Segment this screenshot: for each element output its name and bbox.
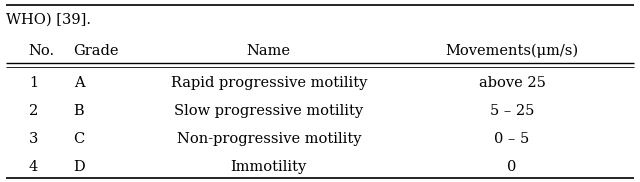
Text: 3: 3: [29, 132, 38, 146]
Text: Name: Name: [247, 44, 291, 58]
Text: 1: 1: [29, 76, 38, 90]
Text: Immotility: Immotility: [230, 161, 307, 174]
Text: 2: 2: [29, 104, 38, 118]
Text: No.: No.: [29, 44, 55, 58]
Text: Rapid progressive motility: Rapid progressive motility: [171, 76, 367, 90]
Text: 4: 4: [29, 161, 38, 174]
Text: B: B: [74, 104, 84, 118]
Text: 0: 0: [508, 161, 516, 174]
Text: WHO) [39].: WHO) [39].: [6, 13, 92, 27]
Text: Movements(μm/s): Movements(μm/s): [445, 44, 579, 58]
Text: Grade: Grade: [74, 44, 119, 58]
Text: C: C: [74, 132, 85, 146]
Text: Slow progressive motility: Slow progressive motility: [174, 104, 364, 118]
Text: above 25: above 25: [479, 76, 545, 90]
Text: Non-progressive motility: Non-progressive motility: [177, 132, 361, 146]
Text: 0 – 5: 0 – 5: [494, 132, 530, 146]
Text: D: D: [74, 161, 85, 174]
Text: 5 – 25: 5 – 25: [490, 104, 534, 118]
Text: A: A: [74, 76, 84, 90]
